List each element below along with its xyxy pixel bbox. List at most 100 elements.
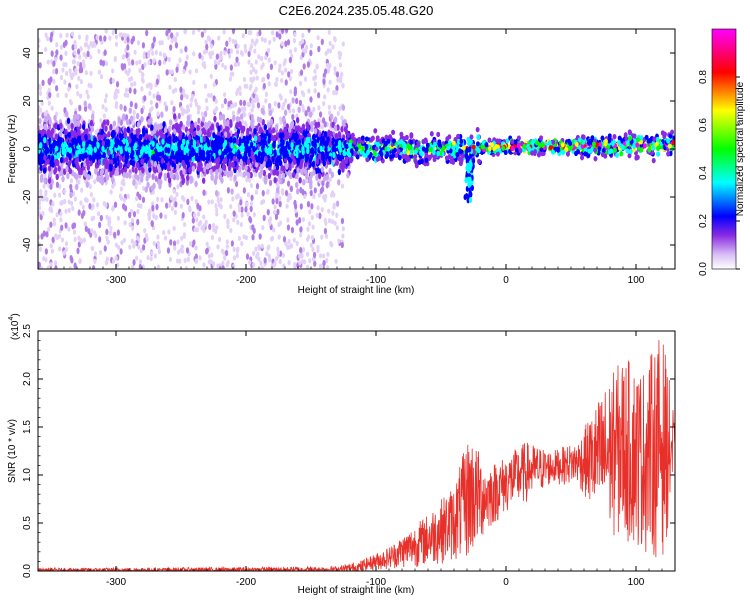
spectrogram-speck	[293, 264, 297, 269]
spectrogram-speck	[298, 253, 302, 259]
spectrogram-speck	[114, 100, 119, 107]
spectrogram-speck	[193, 227, 197, 233]
spectrogram-speck	[335, 71, 340, 78]
spectrogram-cell	[241, 125, 246, 133]
spectrogram-cell	[144, 186, 148, 193]
spectrogram-speck	[243, 106, 247, 112]
spectrogram-cell	[132, 179, 136, 186]
spectrogram-speck	[186, 256, 190, 263]
spectrogram-cell	[252, 145, 256, 153]
spectrogram-speck	[280, 70, 284, 76]
spectrogram-cell	[129, 115, 134, 122]
spectrogram-cell	[295, 116, 300, 124]
spectrogram-cell	[202, 155, 206, 162]
spectrogram-cell	[139, 176, 144, 183]
spectrogram-cell	[61, 149, 66, 156]
spectrogram-cell	[107, 131, 111, 138]
spectrogram-cell	[114, 137, 118, 144]
spectrogram-cell	[106, 139, 111, 147]
spectrogram-cell	[239, 113, 244, 120]
spectrogram-cell	[97, 134, 101, 141]
spectrogram-speck	[87, 44, 91, 51]
spectrogram-cell	[194, 154, 199, 162]
spectrogram-speck	[179, 247, 183, 253]
spectrogram-cell	[167, 177, 172, 184]
spectrogram-speck	[69, 72, 73, 78]
spectrogram-cell	[199, 149, 203, 157]
chart-title: C2E6.2024.235.05.48.G20	[279, 3, 434, 18]
spectrogram-cell	[89, 160, 93, 167]
spectrogram-cell	[119, 162, 123, 169]
spectrogram-speck	[192, 239, 196, 246]
spectrogram-speck	[64, 70, 69, 77]
spectrogram-cell	[85, 181, 89, 188]
spectrogram-speck	[278, 259, 282, 265]
spectrogram-speck	[123, 205, 128, 212]
spectrogram-cell	[65, 110, 69, 118]
spectrogram-speck	[144, 232, 149, 239]
spectrogram-cell	[253, 135, 258, 142]
spectrogram-speck	[120, 240, 124, 246]
spectrogram-speck	[131, 35, 136, 43]
spectrogram-speck	[217, 35, 221, 41]
spectrogram-cell	[226, 146, 231, 153]
spectrogram-cell	[134, 142, 138, 149]
spectrogram-cell	[258, 117, 263, 124]
spectrogram-speck	[49, 76, 53, 83]
spectrogram-cell	[72, 148, 76, 155]
spectrogram-cell	[267, 102, 272, 110]
spectrogram-speck	[122, 181, 126, 187]
spectrogram-speck	[213, 59, 218, 65]
spectrogram-speck	[229, 227, 233, 234]
spectrogram-speck	[122, 53, 126, 60]
spectrogram-cell	[151, 140, 155, 147]
spectrogram-speck	[105, 214, 109, 220]
spectrogram-speck	[133, 241, 137, 247]
spectrogram-cell	[96, 175, 100, 182]
spectrogram-speck	[150, 105, 154, 112]
spectrogram-speck	[46, 59, 50, 65]
spectrogram-cell	[309, 154, 313, 162]
spectrogram-speck	[141, 42, 146, 49]
spectrogram-cell	[319, 145, 323, 152]
spectrogram-speck	[284, 241, 288, 247]
spectrogram-speck	[191, 217, 195, 224]
spectrogram-speck	[172, 225, 176, 232]
spectrogram-cell	[126, 126, 131, 134]
spectrogram-cell	[46, 128, 51, 136]
spectrogram-speck	[73, 50, 77, 56]
spectrogram-speck	[219, 197, 223, 203]
spectrogram-cell	[213, 178, 218, 186]
spectrogram-speck	[224, 249, 229, 257]
spectrogram-speck	[330, 218, 335, 225]
spectrogram-speck	[340, 183, 345, 189]
spectrogram-speck	[64, 92, 68, 98]
spectrogram-speck	[167, 69, 172, 75]
spectrogram-cell	[47, 177, 52, 184]
spectrogram-speck	[240, 206, 244, 213]
spectrogram-speck	[166, 247, 171, 254]
spectrogram-speck	[165, 202, 169, 209]
spectrogram-speck	[215, 207, 219, 213]
spectrogram-speck	[132, 109, 136, 116]
spectrogram-cell	[229, 121, 233, 128]
spectrogram-speck	[182, 68, 186, 75]
spectrogram-speck	[223, 213, 227, 219]
spectrogram-speck	[266, 208, 270, 216]
spectrogram-speck	[52, 69, 56, 75]
spectrogram-cell	[183, 146, 187, 154]
spectrogram-speck	[104, 93, 109, 99]
spectrogram-cell	[115, 169, 120, 177]
spectrogram-cell	[49, 159, 54, 166]
spectrogram-speck	[89, 192, 93, 198]
spectrogram-speck	[288, 75, 293, 81]
spectrogram-cell	[66, 117, 71, 125]
spectrogram-cell	[232, 147, 236, 155]
spectrogram-speck	[184, 45, 188, 53]
spectrogram-speck	[214, 228, 218, 235]
spectrogram-speck	[313, 81, 317, 87]
spectrogram-speck	[206, 92, 211, 98]
spectrogram-speck	[303, 76, 308, 82]
spectrogram-speck	[154, 175, 158, 182]
spectrogram-cell	[49, 147, 53, 155]
